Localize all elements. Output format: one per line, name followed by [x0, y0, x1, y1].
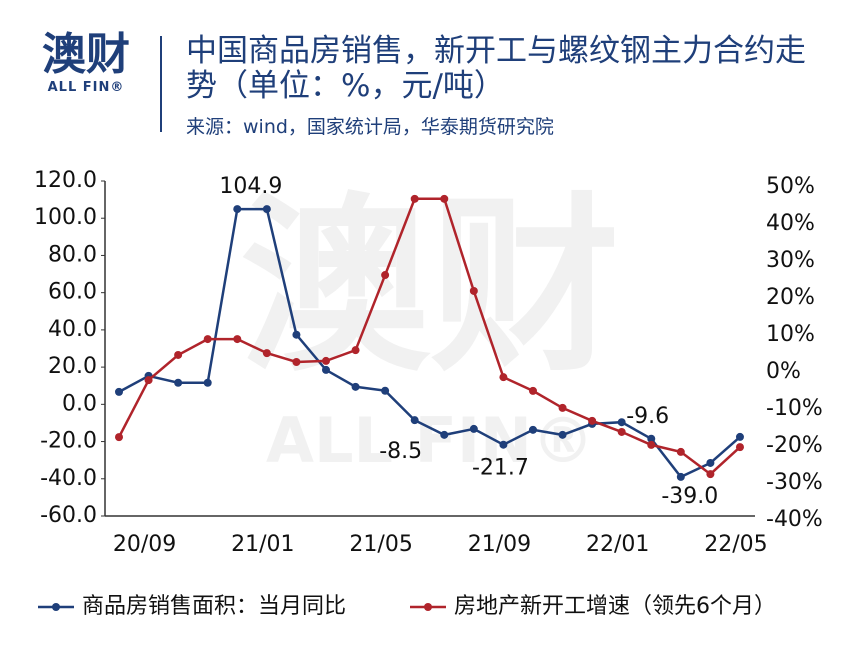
y2-tick-label: 0%: [766, 359, 801, 384]
y2-tick-label: 50%: [766, 174, 815, 199]
logo-name: 澳财: [42, 29, 130, 80]
point: [292, 358, 301, 367]
y2-tick-label: 10%: [766, 322, 815, 347]
point: [706, 470, 715, 479]
point: [115, 387, 123, 396]
y-tick-label: 0.0: [62, 391, 97, 416]
legend-label: 商品房销售面积：当月同比: [82, 594, 346, 619]
point: [144, 376, 153, 385]
point: [647, 434, 656, 443]
point: [292, 330, 301, 339]
point: [588, 416, 597, 425]
x-tick-label: 22/01: [586, 532, 649, 557]
y-tick-label: 100.0: [34, 205, 97, 230]
point: [262, 205, 271, 214]
point: [321, 365, 330, 374]
data-label: 104.9: [219, 174, 282, 199]
y2-tick-label: -20%: [766, 433, 823, 458]
y2-tick-label: -40%: [766, 507, 823, 532]
data-label: -8.5: [379, 439, 422, 464]
point: [174, 378, 183, 387]
point: [558, 403, 567, 412]
point: [440, 430, 449, 439]
watermark-sub: ALL FIN®: [266, 404, 594, 477]
y2-tick-label: 30%: [766, 248, 815, 273]
separator: [160, 36, 162, 132]
logo-sub: ALL FIN®: [47, 80, 125, 95]
point: [528, 386, 537, 395]
x-tick-label: 21/09: [468, 532, 531, 557]
y-tick-label: 60.0: [48, 280, 97, 305]
point: [499, 373, 508, 382]
point: [351, 346, 360, 355]
point: [115, 433, 123, 442]
x-tick-label: 21/01: [231, 532, 294, 557]
point: [203, 335, 212, 344]
y-tick-label: 120.0: [34, 168, 97, 193]
data-label: -39.0: [661, 484, 718, 509]
y2-tick-label: -30%: [766, 470, 823, 495]
legend-marker: [424, 603, 432, 611]
point: [499, 440, 508, 449]
point: [351, 382, 360, 391]
point: [381, 271, 390, 280]
x-tick-label: 21/05: [349, 532, 412, 557]
logo: 澳财 ALL FIN®: [36, 29, 136, 96]
series-line: [117, 197, 741, 476]
point: [469, 286, 478, 295]
point: [558, 430, 567, 439]
point: [233, 335, 242, 344]
y-tick-label: 40.0: [48, 317, 97, 342]
legend-marker: [52, 603, 60, 611]
y-tick-label: -40.0: [40, 466, 97, 491]
y2-tick-label: 20%: [766, 285, 815, 310]
y-tick-label: 20.0: [48, 354, 97, 379]
point: [469, 424, 478, 433]
y-tick-label: 80.0: [48, 242, 97, 267]
point: [410, 416, 419, 425]
point: [440, 194, 449, 203]
point: [203, 378, 212, 387]
point: [676, 447, 685, 456]
point: [735, 432, 744, 441]
data-label: -21.7: [472, 456, 529, 481]
legend-label: 房地产新开工增速（领先6个月）: [454, 594, 776, 619]
point: [410, 194, 419, 203]
y2-tick-label: -10%: [766, 396, 823, 421]
y2-tick-label: 40%: [766, 211, 815, 236]
point: [706, 458, 715, 467]
point: [617, 418, 626, 427]
point: [262, 349, 271, 358]
point: [381, 386, 390, 395]
series-line: [118, 207, 741, 479]
point: [174, 350, 183, 359]
point: [233, 205, 242, 214]
y-tick-label: -20.0: [40, 429, 97, 454]
x-tick-label: 20/09: [113, 532, 176, 557]
y-tick-label: -60.0: [40, 503, 97, 528]
chart-title: 中国商品房销售，新开工与螺纹钢主力合约走势（单位：%，元/吨）: [186, 33, 806, 104]
point: [647, 440, 656, 449]
point: [676, 472, 685, 481]
point: [735, 443, 744, 452]
point: [321, 356, 330, 365]
point: [617, 427, 626, 436]
point: [528, 425, 537, 434]
watermark: 澳财: [240, 176, 620, 397]
x-tick-label: 22/05: [704, 532, 767, 557]
source: 来源：wind，国家统计局，华泰期货研究院: [186, 116, 554, 138]
data-label: -9.6: [626, 404, 669, 429]
